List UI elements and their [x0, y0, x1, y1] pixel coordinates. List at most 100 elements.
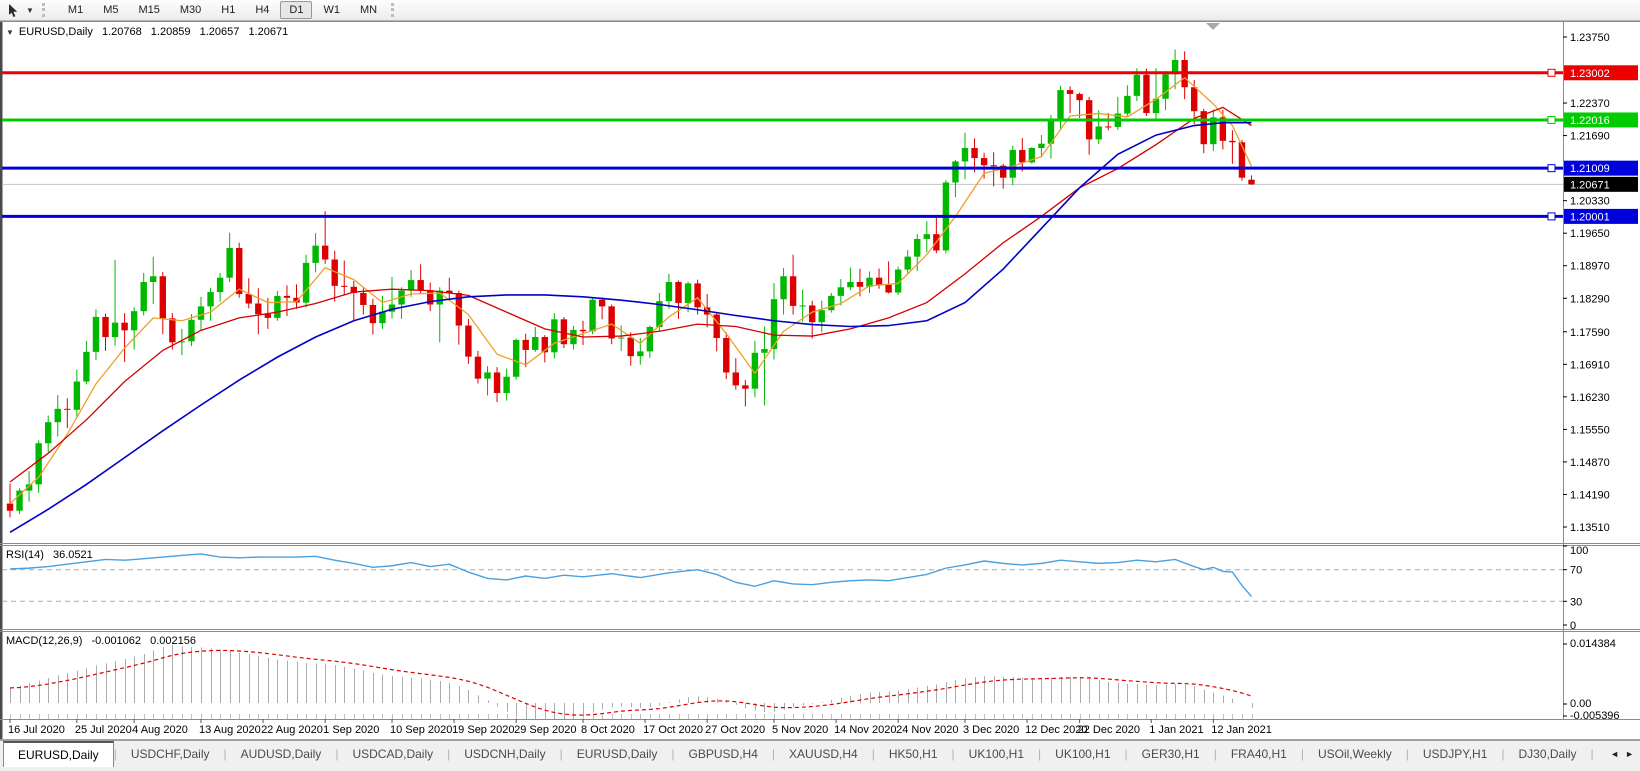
toolbar-grip-2[interactable] — [391, 3, 401, 17]
timeframe-button-M30[interactable]: M30 — [179, 4, 202, 16]
pointer-tool-dropdown-icon[interactable]: ▼ — [26, 5, 34, 15]
date-label: 1 Jan 2021 — [1149, 724, 1203, 736]
hline-handle-1.22016[interactable] — [1547, 115, 1556, 124]
pointer-tool-icon[interactable] — [0, 1, 26, 19]
symbol-tab-fra40-h1[interactable]: FRA40,H1 — [1230, 747, 1287, 761]
rsi-indicator-value: 36.0521 — [52, 549, 93, 561]
date-label: 13 Aug 2020 — [199, 724, 261, 736]
price-axis-badge-1.22016: 1.22016 — [1564, 112, 1638, 128]
tab-separator: | — [335, 747, 339, 761]
timeframe-button-H1[interactable]: H1 — [221, 4, 236, 16]
symbol-tab-usoil-weekly[interactable]: USOil,Weekly — [1317, 747, 1392, 761]
tab-scroll-left-icon[interactable]: ◄ — [1610, 749, 1620, 759]
date-label: 10 Sep 2020 — [390, 724, 452, 736]
toolbar-grip[interactable] — [41, 3, 52, 17]
price-axis-tick-label: 1.22370 — [1570, 98, 1610, 110]
symbol-tab-hk50-h1[interactable]: HK50,H1 — [888, 747, 938, 761]
symbol-tab-gbpusd-h4[interactable]: GBPUSD,H4 — [688, 747, 758, 761]
ma-mid-line — [9, 106, 1252, 483]
symbol-tab-china300-h1[interactable]: CHINA300,H1 — [1594, 741, 1600, 767]
top-toolbar: ▼ M1 M5 M15 M30 H1 H4 D1 W1 MN — [0, 0, 1640, 21]
hline-handle-1.23002[interactable] — [1547, 68, 1556, 77]
macd-axis-tick-label: 0.00 — [1570, 698, 1591, 710]
ohlc-low: 1.20657 — [199, 26, 240, 38]
tab-separator: | — [771, 747, 776, 761]
date-label: 4 Aug 2020 — [132, 724, 188, 736]
symbol-tab-uk100-h1[interactable]: UK100,H1 — [1055, 747, 1111, 761]
price-axis-tick-label: 1.13510 — [1570, 522, 1610, 534]
candlestick-series — [6, 49, 1255, 518]
symbol-tab-usdcnh-daily[interactable]: USDCNH,Daily — [464, 747, 546, 761]
timeframe-button-MN[interactable]: MN — [359, 4, 378, 16]
symbol-tabs: EURUSD,Daily | USDCHF,Daily | AUDUSD,Daily | U… — [0, 741, 1600, 767]
timeframe-button-M15[interactable]: M15 — [138, 4, 160, 16]
tab-separator: | — [559, 747, 563, 761]
price-axis-tick-label: 1.20330 — [1570, 196, 1610, 208]
price-axis-badge-1.20001: 1.20001 — [1564, 208, 1638, 224]
price-axis-tick-label: 1.14190 — [1570, 489, 1610, 501]
price-axis-tick-label: 1.17590 — [1570, 327, 1610, 339]
timeframe-button-W1[interactable]: W1 — [323, 4, 340, 16]
tab-separator: | — [1300, 747, 1304, 761]
symbol-tab-xauusd-h4[interactable]: XAUUSD,H4 — [789, 747, 858, 761]
chart-title-bar: ▼ EURUSD,Daily 1.20768 1.20859 1.20657 1.… — [6, 26, 294, 38]
price-axis-badge-1.20671: 1.20671 — [1564, 176, 1638, 192]
tab-separator: | — [1501, 747, 1505, 761]
ohlc-open: 1.20768 — [101, 26, 142, 38]
rsi-line — [9, 553, 1253, 598]
symbol-tab-eurusd-daily[interactable]: EURUSD,Daily — [576, 747, 658, 761]
ohlc-high: 1.20859 — [150, 26, 191, 38]
tab-separator: | — [223, 747, 227, 761]
symbol-tab-usdchf-daily[interactable]: USDCHF,Daily — [130, 747, 210, 761]
collapse-pane-icon[interactable]: ▼ — [6, 28, 14, 37]
timeframe-button-M5[interactable]: M5 — [103, 4, 119, 16]
symbol-tab-usdcad-daily[interactable]: USDCAD,Daily — [352, 747, 434, 761]
hline-handle-1.20001[interactable] — [1547, 212, 1556, 221]
tab-separator: | — [1590, 747, 1594, 761]
date-label: 8 Oct 2020 — [581, 724, 635, 736]
timeframe-button-H4[interactable]: H4 — [255, 4, 270, 16]
timeframe-button-group: M1 M5 M15 M30 H1 H4 D1 W1 MN — [58, 1, 387, 19]
symbol-tab-uk100-h1[interactable]: UK100,H1 — [968, 747, 1025, 761]
date-label: 14 Nov 2020 — [834, 724, 896, 736]
macd-axis-tick-label: -0.005396 — [1570, 710, 1620, 722]
price-axis-tick-label: 1.19650 — [1570, 228, 1610, 240]
ohlc-close: 1.20671 — [248, 26, 289, 38]
macd-indicator-signal-value: 0.002156 — [150, 635, 196, 647]
date-label: 1 Sep 2020 — [323, 724, 379, 736]
chart-background — [0, 21, 1640, 740]
tab-scroll-right-icon[interactable]: ► — [1625, 749, 1634, 759]
symbol-tab-dj30-daily[interactable]: DJ30,Daily — [1518, 747, 1577, 761]
timeframe-button-D1[interactable]: D1 — [280, 1, 313, 19]
rsi-axis-tick-label: 100 — [1570, 545, 1588, 557]
chart-plot-svg[interactable]: 1.23750 1.22370 1.21690 1.20330 1.19650 1.189… — [0, 21, 1640, 740]
date-label: 3 Dec 2020 — [963, 724, 1019, 736]
rsi-axis-tick-label: 30 — [1570, 596, 1582, 608]
rsi-pane-label: RSI(14) 36.0521 — [6, 549, 99, 561]
macd-axis: 0.014384 0.00-0.005396 — [1563, 638, 1620, 722]
svg-text:1.21009: 1.21009 — [1570, 163, 1610, 175]
price-axis-tick-label: 1.16910 — [1570, 359, 1610, 371]
symbol-tab-ger30-h1[interactable]: GER30,H1 — [1141, 747, 1200, 761]
symbol-tab-usdjpy-h1[interactable]: USDJPY,H1 — [1422, 747, 1488, 761]
tab-separator: | — [951, 747, 955, 761]
ma-fast-line — [9, 76, 1253, 505]
symbol-tab-audusd-daily[interactable]: AUDUSD,Daily — [240, 747, 322, 761]
time-axis[interactable]: 16 Jul 2020 25 Jul 2020 4 Aug 2020 13 Aug 2… — [8, 719, 1272, 736]
date-label: 19 Sep 2020 — [452, 724, 514, 736]
tab-separator: | — [1038, 747, 1042, 761]
price-axis-tick-label: 1.18970 — [1570, 261, 1610, 273]
chart-left-edge — [0, 21, 3, 740]
date-label: 17 Oct 2020 — [643, 724, 703, 736]
price-axis[interactable]: 1.23750 1.22370 1.21690 1.20330 1.19650 1.189… — [1563, 32, 1638, 534]
chart-shift-marker[interactable] — [1206, 23, 1220, 30]
timeframe-button-M1[interactable]: M1 — [67, 4, 84, 16]
chart-window[interactable]: 1.23750 1.22370 1.21690 1.20330 1.19650 1.189… — [0, 21, 1640, 740]
hline-handle-1.21009[interactable] — [1547, 164, 1556, 173]
date-label: 12 Dec 2020 — [1025, 724, 1087, 736]
rsi-indicator-name: RSI(14) — [6, 549, 44, 561]
date-label: 25 Jul 2020 — [75, 724, 132, 736]
date-label: 22 Dec 2020 — [1078, 724, 1140, 736]
symbol-tab-eurusd-daily[interactable]: EURUSD,Daily — [3, 741, 114, 767]
price-axis-tick-label: 1.21690 — [1570, 131, 1610, 143]
